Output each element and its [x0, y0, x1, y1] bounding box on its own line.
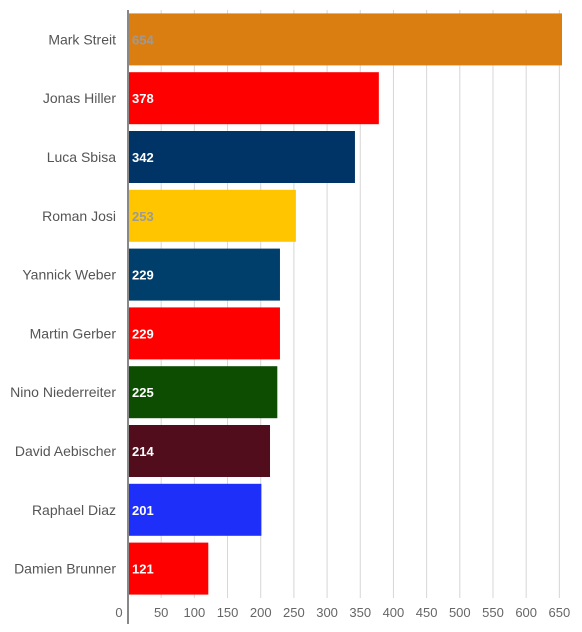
x-tick-label: 150 — [217, 605, 239, 620]
category-labels: Mark Streit Jonas Hiller Luca Sbisa Roman J… — [10, 31, 116, 576]
category-label: Yannick Weber — [22, 267, 116, 283]
category-label: Nino Niederreiter — [10, 384, 116, 400]
data-label: 342 — [132, 150, 154, 165]
category-label: Roman Josi — [42, 208, 116, 224]
bar — [128, 13, 562, 66]
data-label: 121 — [132, 562, 154, 577]
category-label: Martin Gerber — [30, 325, 117, 341]
x-tick-label: 250 — [283, 605, 305, 620]
data-label: 654 — [132, 32, 154, 47]
x-tick-label: 200 — [250, 605, 272, 620]
data-label: 214 — [132, 444, 154, 459]
bar — [128, 307, 280, 360]
data-label: 225 — [132, 385, 154, 400]
category-label: Jonas Hiller — [43, 90, 116, 106]
category-label: Raphael Diaz — [32, 502, 116, 518]
x-tick-label: 300 — [316, 605, 338, 620]
category-label: Mark Streit — [48, 31, 116, 47]
bar — [128, 189, 296, 242]
bar — [128, 366, 278, 419]
bar — [128, 248, 280, 301]
data-label: 378 — [132, 91, 154, 106]
data-label: 229 — [132, 268, 154, 283]
x-tick-label: 0 — [115, 605, 122, 620]
x-tick-label: 400 — [383, 605, 405, 620]
data-label: 201 — [132, 503, 154, 518]
x-tick-label: 450 — [416, 605, 438, 620]
bars — [128, 13, 562, 595]
bar — [128, 72, 379, 125]
category-label: Damien Brunner — [14, 561, 116, 577]
value-labels: 654 378 342 253 229 229 225 214 201 121 — [132, 32, 154, 576]
category-label: Luca Sbisa — [47, 149, 116, 165]
bar — [128, 483, 262, 536]
bar — [128, 542, 209, 595]
category-label: David Aebischer — [15, 443, 117, 459]
x-tick-label: 350 — [349, 605, 371, 620]
data-label: 253 — [132, 209, 154, 224]
bar — [128, 425, 271, 477]
x-axis-ticks: 0 50 100 150 200 250 300 350 400 450 500 550 600 650 — [115, 605, 570, 620]
x-tick-label: 50 — [154, 605, 168, 620]
x-tick-label: 650 — [548, 605, 570, 620]
x-tick-label: 600 — [515, 605, 537, 620]
x-tick-label: 550 — [482, 605, 504, 620]
data-label: 229 — [132, 326, 154, 341]
bar — [128, 131, 355, 183]
x-tick-label: 100 — [184, 605, 206, 620]
x-tick-label: 500 — [449, 605, 471, 620]
